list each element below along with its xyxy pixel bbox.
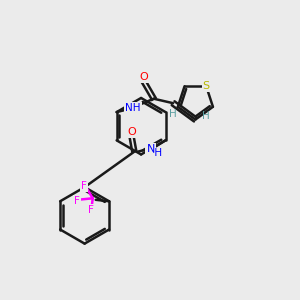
Text: N: N	[146, 144, 155, 154]
Text: H: H	[202, 111, 210, 121]
Text: O: O	[139, 72, 148, 82]
Text: H: H	[169, 110, 176, 119]
Text: F: F	[88, 205, 94, 214]
Text: ·H: ·H	[152, 148, 163, 158]
Text: F: F	[82, 181, 87, 191]
Text: NH: NH	[125, 103, 141, 112]
Text: O: O	[127, 127, 136, 137]
Text: S: S	[203, 81, 210, 91]
Text: F: F	[74, 196, 80, 206]
